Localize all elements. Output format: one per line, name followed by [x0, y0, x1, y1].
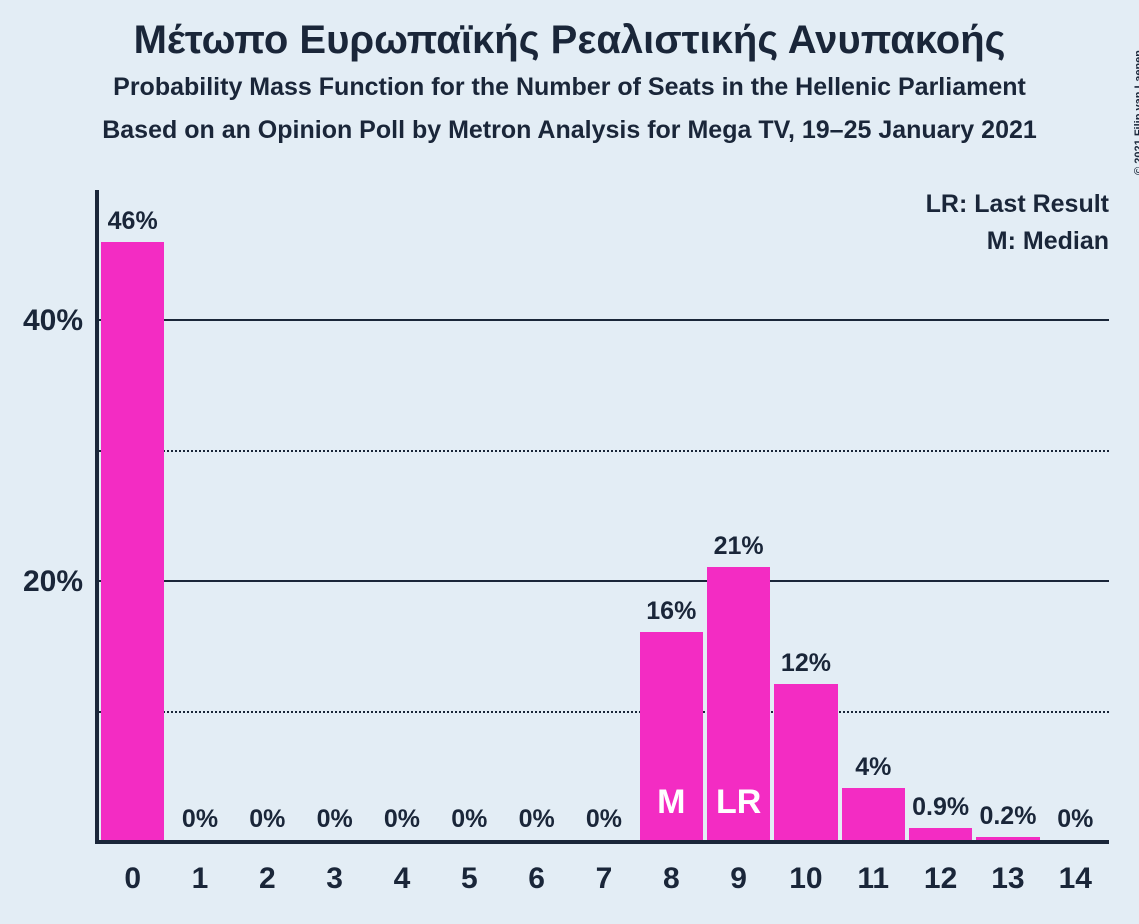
bar-slot: 0%: [436, 190, 503, 840]
bar-slot: 16% M: [638, 190, 705, 840]
bar-inner-label: M: [657, 783, 685, 840]
plot-area: LR: Last Result M: Median 46%0%0%0%0%0%0…: [95, 190, 1109, 844]
chart-container: Μέτωπο Ευρωπαϊκής Ρεαλιστικής Ανυπακοής …: [0, 0, 1139, 924]
x-axis-labels: 01234567891011121314: [99, 862, 1109, 896]
bar-value-label: 0%: [384, 805, 420, 834]
x-tick-label: 6: [503, 862, 570, 896]
bar: LR: [707, 567, 770, 840]
chart-subtitle-1: Probability Mass Function for the Number…: [20, 73, 1119, 102]
bar-value-label: 0%: [182, 805, 218, 834]
x-tick-label: 11: [840, 862, 907, 896]
x-tick-label: 0: [99, 862, 166, 896]
bar: [774, 684, 837, 840]
bars: 46% 0% 0% 0% 0% 0% 0% 0% 16% M 21% LR 12% 4% 0.9% 0.2% 0…: [99, 190, 1109, 840]
bar-slot: 21% LR: [705, 190, 772, 840]
bar-value-label: 4%: [855, 753, 891, 782]
bar-slot: 0%: [1042, 190, 1109, 840]
bar-slot: 0%: [301, 190, 368, 840]
chart-subtitle-2: Based on an Opinion Poll by Metron Analy…: [20, 116, 1119, 145]
bar-value-label: 0%: [586, 805, 622, 834]
bar-slot: 46%: [99, 190, 166, 840]
x-tick-label: 9: [705, 862, 772, 896]
bar: [909, 828, 972, 840]
bar-inner-label: LR: [716, 783, 761, 840]
bar-value-label: 0.9%: [912, 793, 969, 822]
bar-value-label: 46%: [108, 207, 158, 236]
bar-value-label: 0%: [451, 805, 487, 834]
bar-value-label: 0%: [519, 805, 555, 834]
x-tick-label: 4: [368, 862, 435, 896]
x-tick-label: 8: [638, 862, 705, 896]
bar-value-label: 0%: [1057, 805, 1093, 834]
bar: M: [640, 632, 703, 840]
x-tick-label: 2: [234, 862, 301, 896]
bar-value-label: 0.2%: [979, 802, 1036, 831]
bar-slot: 0.2%: [974, 190, 1041, 840]
bar-value-label: 0%: [249, 805, 285, 834]
bar-value-label: 12%: [781, 649, 831, 678]
bar-value-label: 0%: [317, 805, 353, 834]
x-tick-label: 3: [301, 862, 368, 896]
x-tick-label: 5: [436, 862, 503, 896]
bar-slot: 4%: [840, 190, 907, 840]
x-tick-label: 13: [974, 862, 1041, 896]
bar-slot: 12%: [772, 190, 839, 840]
y-tick-label: 20%: [23, 565, 83, 599]
bar: [101, 242, 164, 840]
bar-slot: 0.9%: [907, 190, 974, 840]
chart-title: Μέτωπο Ευρωπαϊκής Ρεαλιστικής Ανυπακοής: [20, 18, 1119, 63]
x-tick-label: 7: [570, 862, 637, 896]
bar-slot: 0%: [570, 190, 637, 840]
bar-slot: 0%: [503, 190, 570, 840]
x-tick-label: 14: [1042, 862, 1109, 896]
copyright-notice: © 2021 Filip van Laenen: [1133, 50, 1139, 175]
bar-slot: 0%: [234, 190, 301, 840]
x-axis: [95, 840, 1109, 844]
x-tick-label: 12: [907, 862, 974, 896]
bar-slot: 0%: [368, 190, 435, 840]
bar-value-label: 21%: [714, 532, 764, 561]
bar-value-label: 16%: [646, 597, 696, 626]
bar: [976, 837, 1039, 840]
bar: [842, 788, 905, 840]
x-tick-label: 1: [166, 862, 233, 896]
bar-slot: 0%: [166, 190, 233, 840]
y-tick-label: 40%: [23, 304, 83, 338]
x-tick-label: 10: [772, 862, 839, 896]
